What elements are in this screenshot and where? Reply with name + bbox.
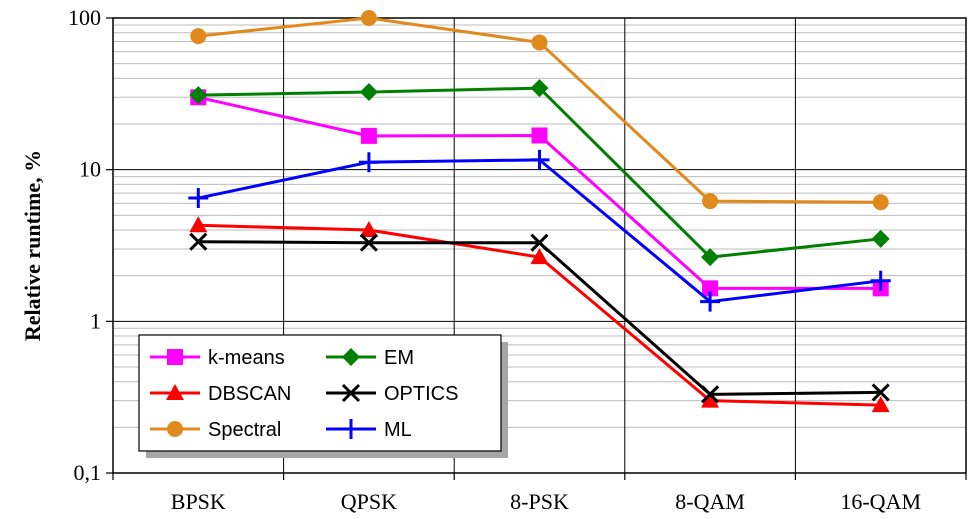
data-point-em xyxy=(701,248,720,267)
data-point-em xyxy=(530,79,549,98)
data-point-spectral xyxy=(872,194,889,211)
y-tick-label: 1 xyxy=(90,308,101,333)
data-point-ml xyxy=(188,188,209,209)
data-point-dbscan xyxy=(359,221,378,238)
legend-marker xyxy=(342,348,360,366)
legend-label: k-means xyxy=(208,347,285,369)
series-optics xyxy=(189,232,890,404)
legend-label: DBSCAN xyxy=(208,383,291,405)
legend-marker xyxy=(167,421,183,437)
data-point-spectral xyxy=(531,34,548,51)
data-point-k-means xyxy=(360,127,377,144)
data-point-em xyxy=(871,229,890,248)
data-point-optics xyxy=(189,232,208,251)
y-tick-label: 0,1 xyxy=(74,460,102,485)
y-axis-title: Relative runtime, % xyxy=(20,150,45,341)
legend-item-optics: OPTICS xyxy=(326,383,458,405)
series-line-em xyxy=(198,86,881,259)
data-point-dbscan xyxy=(189,216,208,233)
legend-item-dbscan: DBSCAN xyxy=(150,383,291,405)
x-axis-ticks: BPSK QPSK 8-PSK 8-QAM 16-QAM xyxy=(112,473,967,514)
series-line-ml xyxy=(197,158,881,304)
x-tick-label: QPSK xyxy=(341,489,397,514)
data-point-ml xyxy=(870,270,891,291)
x-tick-label: BPSK xyxy=(171,489,226,514)
legend-label: ML xyxy=(384,419,412,441)
data-point-spectral xyxy=(360,10,377,26)
data-point-optics xyxy=(359,233,378,252)
legend-item-ml: ML xyxy=(326,419,412,441)
data-point-spectral xyxy=(190,28,207,45)
series-ml xyxy=(188,149,891,312)
y-tick-label: 100 xyxy=(68,5,101,30)
x-tick-label: 8-PSK xyxy=(510,489,569,514)
data-point-dbscan xyxy=(871,396,890,413)
legend-item-em: EM xyxy=(326,347,414,369)
data-point-ml xyxy=(700,291,721,312)
legend: k-means EM DBSCAN OPTICS Spectral ML xyxy=(138,334,508,458)
legend-marker xyxy=(341,383,361,403)
legend-item-spectral: Spectral xyxy=(150,419,281,441)
legend-marker xyxy=(167,349,183,365)
series-spectral xyxy=(190,10,889,211)
legend-item-k-means: k-means xyxy=(150,347,285,369)
data-point-spectral xyxy=(702,193,719,210)
series-em xyxy=(189,79,890,267)
data-point-optics xyxy=(530,233,549,252)
x-tick-label: 8-QAM xyxy=(675,489,745,514)
series-dbscan xyxy=(189,216,890,413)
data-point-ml xyxy=(529,149,550,170)
data-point-k-means xyxy=(531,127,548,144)
legend-label: EM xyxy=(384,347,414,369)
legend-label: Spectral xyxy=(208,419,281,441)
data-point-optics xyxy=(871,383,890,402)
data-point-dbscan xyxy=(701,391,720,408)
data-point-ml xyxy=(358,152,379,173)
y-tick-label: 10 xyxy=(79,157,101,182)
plot-area-frame xyxy=(112,17,967,474)
data-point-em xyxy=(359,83,378,102)
x-tick-label: 16-QAM xyxy=(840,489,921,514)
y-axis-ticks: 100 10 1 0,1 xyxy=(68,5,113,485)
data-point-optics xyxy=(701,385,720,404)
legend-label: OPTICS xyxy=(384,383,458,405)
data-point-dbscan xyxy=(530,248,549,265)
series-layer xyxy=(188,10,891,413)
legend-marker xyxy=(341,419,361,439)
data-point-em xyxy=(189,86,208,105)
data-point-k-means xyxy=(702,280,719,297)
legend-marker xyxy=(166,384,184,400)
